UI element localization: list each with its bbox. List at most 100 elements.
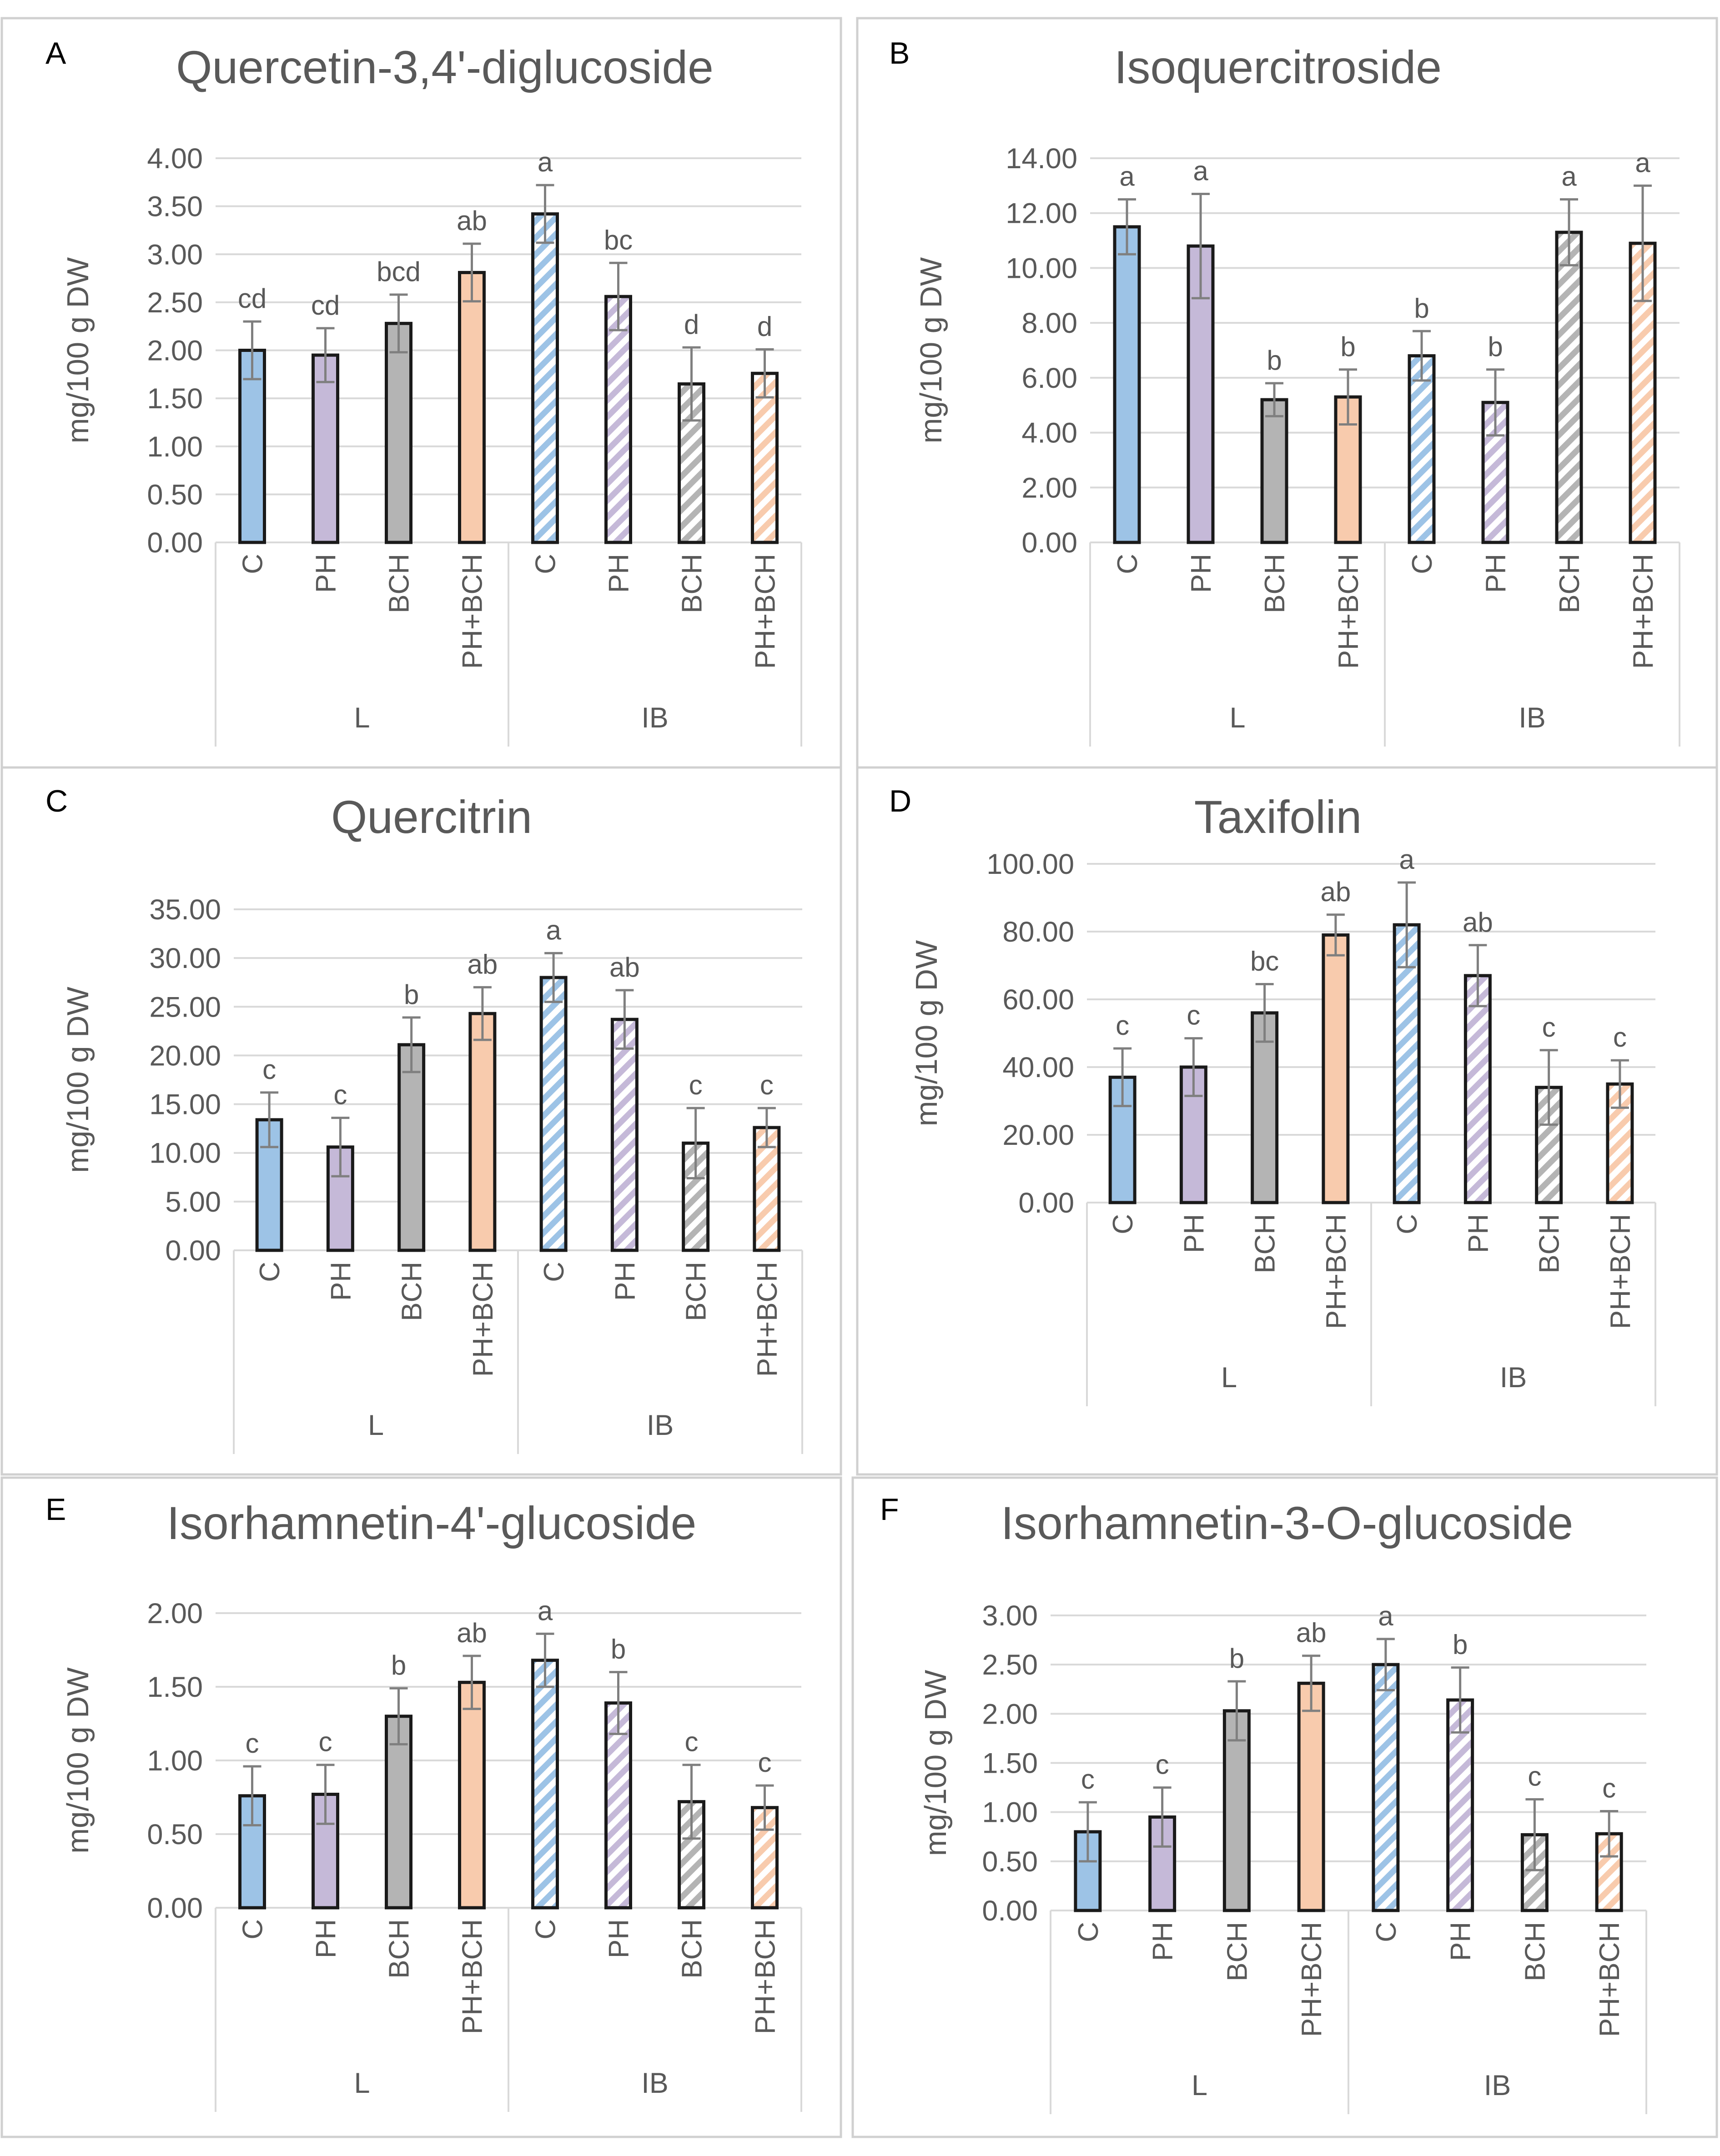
bar (312, 353, 339, 544)
significance-letter: b (404, 979, 419, 1010)
bar (1113, 225, 1141, 544)
significance-letter: ab (457, 1618, 487, 1648)
y-tick-label: 1.00 (982, 1797, 1038, 1829)
y-tick-label: 30.00 (149, 943, 221, 974)
y-tick-label: 0.50 (147, 1819, 203, 1850)
x-tick-label: PH+BCH (1628, 554, 1659, 669)
group-label: L (354, 2067, 370, 2099)
bar (1393, 923, 1421, 1204)
y-tick-label: 0.00 (1021, 527, 1077, 559)
panel-frame (0, 17, 842, 783)
x-tick-label: C (1112, 554, 1143, 574)
y-tick-label: 2.00 (147, 1598, 203, 1630)
group-label: IB (647, 1409, 674, 1441)
chart-panel-e: E Isorhamnetin-4'-glucoside 0.00 0.50 1.00 1.… (0, 1476, 842, 2138)
y-tick-label: 0.00 (1018, 1187, 1074, 1219)
y-tick-label: 35.00 (149, 894, 221, 926)
significance-letter: ab (1296, 1618, 1327, 1648)
y-tick-label: 10.00 (149, 1138, 221, 1169)
y-axis-label: mg/100 g DW (914, 257, 948, 443)
y-tick-label: 4.00 (1021, 417, 1077, 449)
bar (1297, 1681, 1325, 1912)
group-label: L (1192, 2070, 1207, 2101)
significance-letter: c (1528, 1761, 1541, 1792)
chart-panel-f: F Isorhamnetin-3-O-glucoside 0.00 0.50 1.00 1… (851, 1476, 1718, 2138)
x-tick-label: C (538, 1262, 570, 1282)
x-tick-label: C (1073, 1922, 1104, 1942)
x-tick-label: C (237, 554, 269, 574)
bar (604, 1701, 632, 1910)
bar (458, 1680, 486, 1910)
bar (531, 212, 559, 544)
y-axis-label: mg/100 g DW (61, 1667, 95, 1853)
x-tick-label: BCH (1554, 554, 1585, 613)
significance-letter: a (1399, 844, 1414, 875)
x-tick-label: PH+BCH (752, 1262, 783, 1377)
significance-letter: ab (609, 952, 640, 983)
x-tick-label: PH (604, 1919, 635, 1958)
x-tick-label: PH (1147, 1922, 1179, 1961)
y-tick-label: 10.00 (1006, 252, 1077, 284)
x-tick-label: C (237, 1919, 269, 1940)
x-tick-label: C (254, 1262, 286, 1282)
panel-letter: A (45, 36, 66, 70)
x-tick-label: BCH (384, 554, 415, 613)
significance-letter: bc (604, 225, 633, 255)
significance-letter: a (546, 915, 561, 945)
group-label: L (354, 702, 370, 734)
x-tick-label: BCH (677, 554, 708, 613)
x-tick-label: BCH (1222, 1922, 1253, 1981)
x-tick-label: PH (1480, 554, 1512, 593)
y-tick-label: 0.00 (165, 1235, 221, 1267)
x-tick-label: PH (1186, 554, 1217, 593)
x-tick-label: PH (609, 1262, 641, 1301)
bar (1464, 974, 1492, 1204)
significance-letter: c (1116, 1010, 1129, 1041)
y-tick-label: 3.00 (982, 1600, 1038, 1632)
y-tick-label: 2.00 (982, 1698, 1038, 1730)
significance-letter: b (1414, 293, 1429, 323)
bar (1322, 933, 1350, 1204)
group-label: L (368, 1409, 384, 1441)
significance-letter: c (1081, 1764, 1095, 1795)
y-tick-label: 1.50 (982, 1748, 1038, 1780)
x-tick-label: PH+BCH (1594, 1922, 1625, 2037)
significance-letter: a (1119, 161, 1135, 192)
chart-panel-a: A Quercetin-3,4'-diglucoside 0.00 0.50 1.00 1… (0, 17, 842, 783)
x-tick-label: PH+BCH (457, 554, 488, 669)
y-tick-label: 12.00 (1006, 198, 1077, 230)
y-tick-label: 20.00 (149, 1040, 221, 1072)
panels: A Quercetin-3,4'-diglucoside 0.00 0.50 1.00 1… (0, 17, 1718, 2138)
x-tick-label: PH (1178, 1214, 1210, 1253)
significance-letter: b (1229, 1643, 1244, 1674)
y-tick-label: 0.00 (147, 527, 203, 559)
x-tick-label: PH (604, 554, 635, 593)
significance-letter: ab (468, 949, 498, 979)
y-axis-label: mg/100 g DW (61, 986, 95, 1173)
x-tick-label: BCH (397, 1262, 428, 1321)
group-label: IB (641, 2067, 669, 2099)
panel-letter: C (45, 784, 68, 818)
y-tick-label: 3.50 (147, 191, 203, 223)
panel-frame (851, 1476, 1718, 2138)
chart-panel-d: D Taxifolin 0.00 20.00 40.00 60.00 80.00 100.00… (856, 766, 1718, 1476)
x-tick-label: BCH (384, 1919, 415, 1979)
bar (1408, 354, 1436, 544)
significance-letter: c (246, 1728, 259, 1759)
bar (610, 1018, 639, 1252)
significance-letter: b (611, 1634, 626, 1665)
bar (539, 976, 568, 1252)
bar (751, 371, 779, 544)
significance-letter: a (1635, 147, 1650, 178)
chart-title: Taxifolin (1194, 791, 1362, 843)
x-tick-label: C (1371, 1922, 1402, 1942)
significance-letter: a (1378, 1601, 1393, 1631)
y-tick-label: 1.00 (147, 1745, 203, 1777)
significance-letter: bc (1250, 946, 1279, 976)
y-tick-label: 0.00 (147, 1892, 203, 1924)
y-tick-label: 3.00 (147, 239, 203, 271)
significance-letter: b (1340, 331, 1355, 362)
significance-letter: d (757, 311, 772, 341)
significance-letter: c (262, 1054, 276, 1085)
x-tick-label: PH+BCH (750, 554, 781, 669)
